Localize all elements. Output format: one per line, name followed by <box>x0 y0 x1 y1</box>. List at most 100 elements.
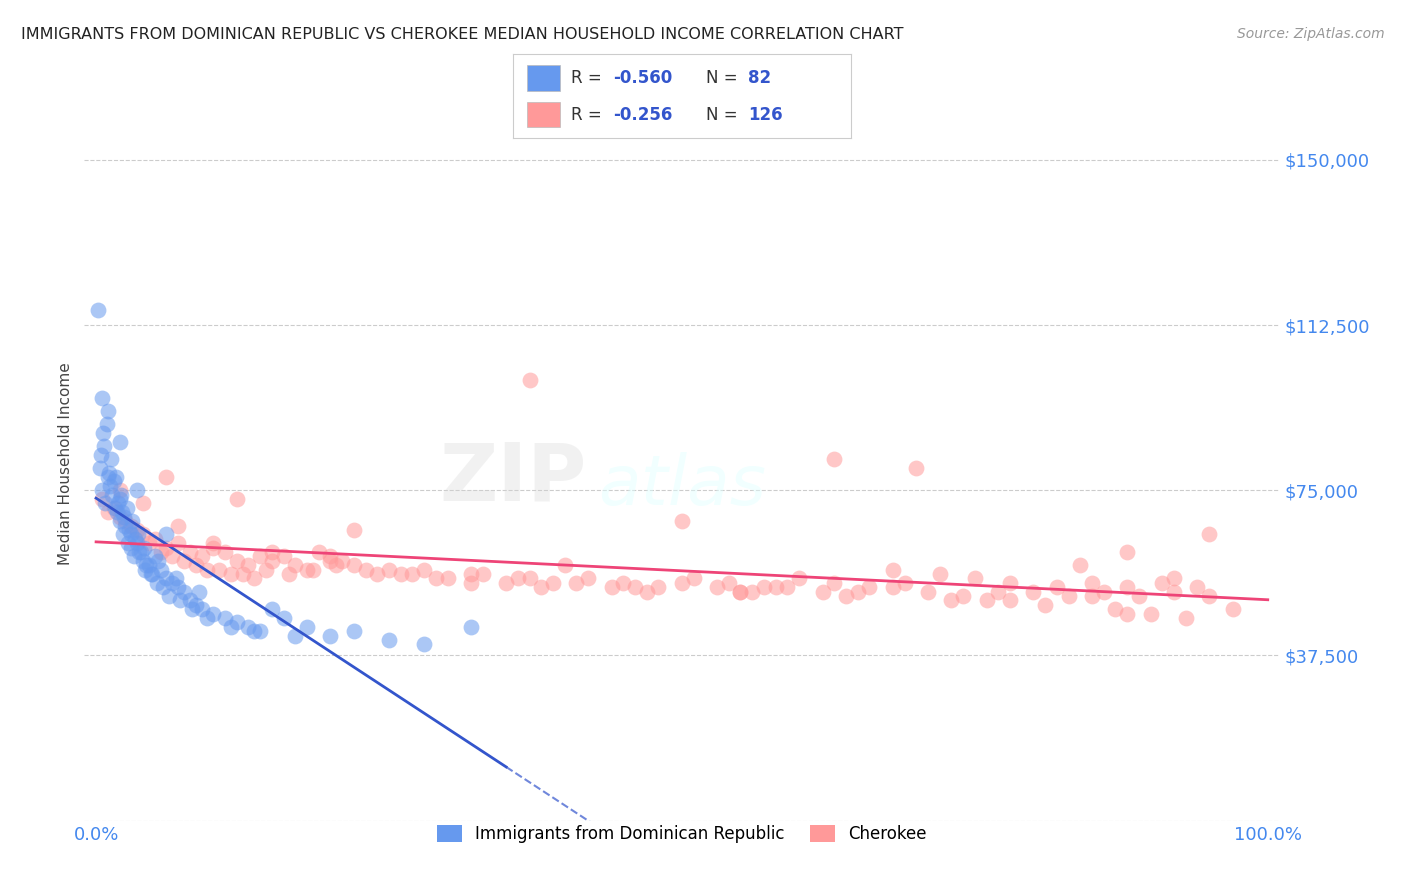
Point <box>132 541 156 555</box>
Point <box>167 518 190 533</box>
Point <box>741 584 763 599</box>
Point <box>155 541 177 555</box>
Point <box>155 571 177 585</box>
Point <box>132 496 155 510</box>
Point <box>135 558 157 573</box>
Point <box>190 602 212 616</box>
Text: atlas: atlas <box>599 451 766 519</box>
Point <box>243 624 266 639</box>
Point <box>413 637 436 651</box>
Point <box>132 527 155 541</box>
Text: N =: N = <box>706 105 742 123</box>
Point <box>495 575 517 590</box>
Point <box>108 483 131 498</box>
Point <box>90 492 114 507</box>
Point <box>152 580 174 594</box>
Point <box>208 563 231 577</box>
Point <box>97 505 120 519</box>
Point <box>115 500 138 515</box>
Point <box>1057 589 1080 603</box>
Point <box>225 554 247 568</box>
Point <box>273 549 295 564</box>
Point <box>835 589 858 603</box>
Point <box>121 514 143 528</box>
Text: -0.256: -0.256 <box>613 105 672 123</box>
Point <box>231 566 254 581</box>
Point <box>129 545 152 559</box>
Point <box>90 391 114 405</box>
Point <box>858 580 880 594</box>
Point <box>308 545 330 559</box>
Point <box>108 434 131 449</box>
Point <box>612 575 634 590</box>
Point <box>730 584 752 599</box>
Text: 126: 126 <box>748 105 782 123</box>
Point <box>89 461 111 475</box>
Point <box>893 575 915 590</box>
Point <box>127 523 149 537</box>
Point <box>319 629 342 643</box>
Text: 82: 82 <box>748 69 770 87</box>
Text: N =: N = <box>706 69 742 87</box>
Point <box>260 602 283 616</box>
Point <box>436 571 458 585</box>
Point <box>167 536 190 550</box>
Point <box>682 571 704 585</box>
Point <box>1046 580 1069 594</box>
Point <box>184 558 207 573</box>
Text: -0.560: -0.560 <box>613 69 672 87</box>
Point <box>460 575 482 590</box>
Point <box>188 584 211 599</box>
Point <box>319 554 342 568</box>
Point <box>295 620 318 634</box>
Point <box>882 580 904 594</box>
Point <box>1152 575 1174 590</box>
Point <box>202 536 225 550</box>
Point <box>143 532 166 546</box>
Point <box>325 558 347 573</box>
Point <box>138 536 160 550</box>
Point <box>624 580 647 594</box>
Point <box>295 563 318 577</box>
Point <box>811 584 834 599</box>
Point <box>917 584 939 599</box>
Point <box>378 563 401 577</box>
Point <box>184 598 207 612</box>
Point <box>100 452 122 467</box>
Point <box>1116 545 1139 559</box>
Point <box>169 593 191 607</box>
Point <box>717 575 740 590</box>
Point <box>636 584 658 599</box>
Point <box>273 611 295 625</box>
Point <box>124 532 146 546</box>
Point <box>146 575 169 590</box>
Point <box>1198 527 1220 541</box>
Point <box>141 566 163 581</box>
Point <box>260 545 283 559</box>
Point <box>260 554 283 568</box>
Point <box>1163 571 1185 585</box>
Point <box>941 593 963 607</box>
Point <box>105 470 127 484</box>
Point <box>998 575 1021 590</box>
Point <box>987 584 1010 599</box>
Point <box>134 563 156 577</box>
Legend: Immigrants from Dominican Republic, Cherokee: Immigrants from Dominican Republic, Cher… <box>429 817 935 852</box>
Point <box>671 514 693 528</box>
Text: IMMIGRANTS FROM DOMINICAN REPUBLIC VS CHEROKEE MEDIAN HOUSEHOLD INCOME CORRELATI: IMMIGRANTS FROM DOMINICAN REPUBLIC VS CH… <box>21 27 904 42</box>
Point <box>506 571 529 585</box>
Point <box>846 584 869 599</box>
Point <box>1033 598 1056 612</box>
Point <box>225 492 247 507</box>
Point <box>238 620 260 634</box>
Point <box>284 629 307 643</box>
Point <box>108 509 131 524</box>
Point <box>214 545 236 559</box>
Point <box>148 554 170 568</box>
Point <box>730 584 752 599</box>
Point <box>90 448 112 462</box>
Point <box>541 575 564 590</box>
Point <box>214 611 236 625</box>
Point <box>671 575 693 590</box>
Point <box>96 417 118 432</box>
